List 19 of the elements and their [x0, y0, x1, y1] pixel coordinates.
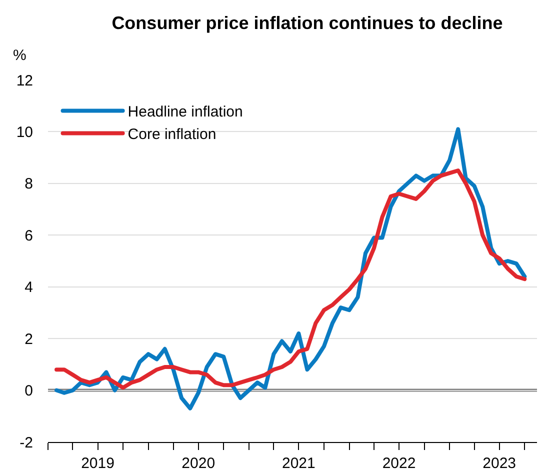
- y-tick-label: 12: [16, 72, 33, 90]
- y-tick-label: 8: [24, 176, 33, 193]
- x-tick-label: 2021: [282, 455, 316, 472]
- legend-label: Core inflation: [128, 126, 216, 144]
- y-tick-label: 2: [24, 330, 33, 348]
- y-tick-label: -2: [20, 434, 33, 452]
- chart-title: Consumer price inflation continues to decline: [112, 13, 503, 34]
- x-tick-label: 2023: [482, 455, 516, 472]
- x-tick-label: 2020: [182, 455, 216, 472]
- x-tick-label: 2022: [382, 455, 416, 472]
- y-tick-label: 10: [16, 124, 33, 141]
- y-tick-label: 6: [24, 227, 33, 244]
- y-tick-label: 4: [24, 279, 33, 296]
- line-series: [54, 168, 527, 390]
- line-series: [54, 127, 527, 410]
- y-tick-label: 0: [24, 382, 33, 400]
- legend-label: Headline inflation: [128, 104, 243, 121]
- x-tick-label: 2019: [81, 455, 114, 472]
- y-axis-title: %: [13, 47, 26, 64]
